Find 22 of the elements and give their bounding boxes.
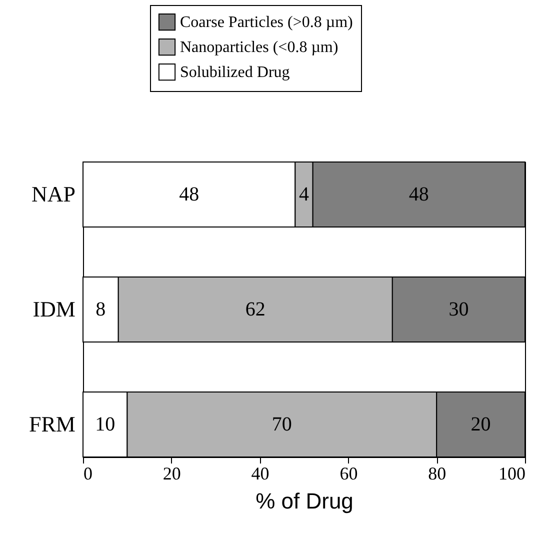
x-tick-label: 20: [162, 464, 181, 484]
data-label: 20: [470, 414, 491, 436]
x-tick-label: 80: [428, 464, 446, 484]
x-axis-title: % of Drug: [256, 488, 354, 514]
x-tick-label: 60: [340, 464, 358, 484]
data-label: 70: [272, 414, 292, 436]
y-tick-label: FRM: [29, 412, 76, 437]
data-label: 62: [245, 298, 266, 320]
x-tick-label: 100: [498, 464, 526, 484]
data-label: 4: [299, 183, 309, 206]
legend-label: Coarse Particles (>0.8 µm): [180, 14, 353, 31]
legend-label: Solubilized Drug: [180, 64, 290, 81]
x-tick-label: 40: [251, 464, 270, 484]
data-label: 48: [179, 183, 200, 206]
legend-label: Nanoparticles (<0.8 µm): [180, 39, 338, 56]
data-label: 30: [448, 298, 469, 320]
x-tick-label: 0: [84, 464, 92, 484]
data-label: 10: [95, 414, 116, 436]
y-tick-label: NAP: [31, 181, 76, 206]
y-tick-label: IDM: [32, 296, 76, 322]
data-label: 48: [408, 183, 429, 206]
data-label: 8: [96, 298, 106, 320]
